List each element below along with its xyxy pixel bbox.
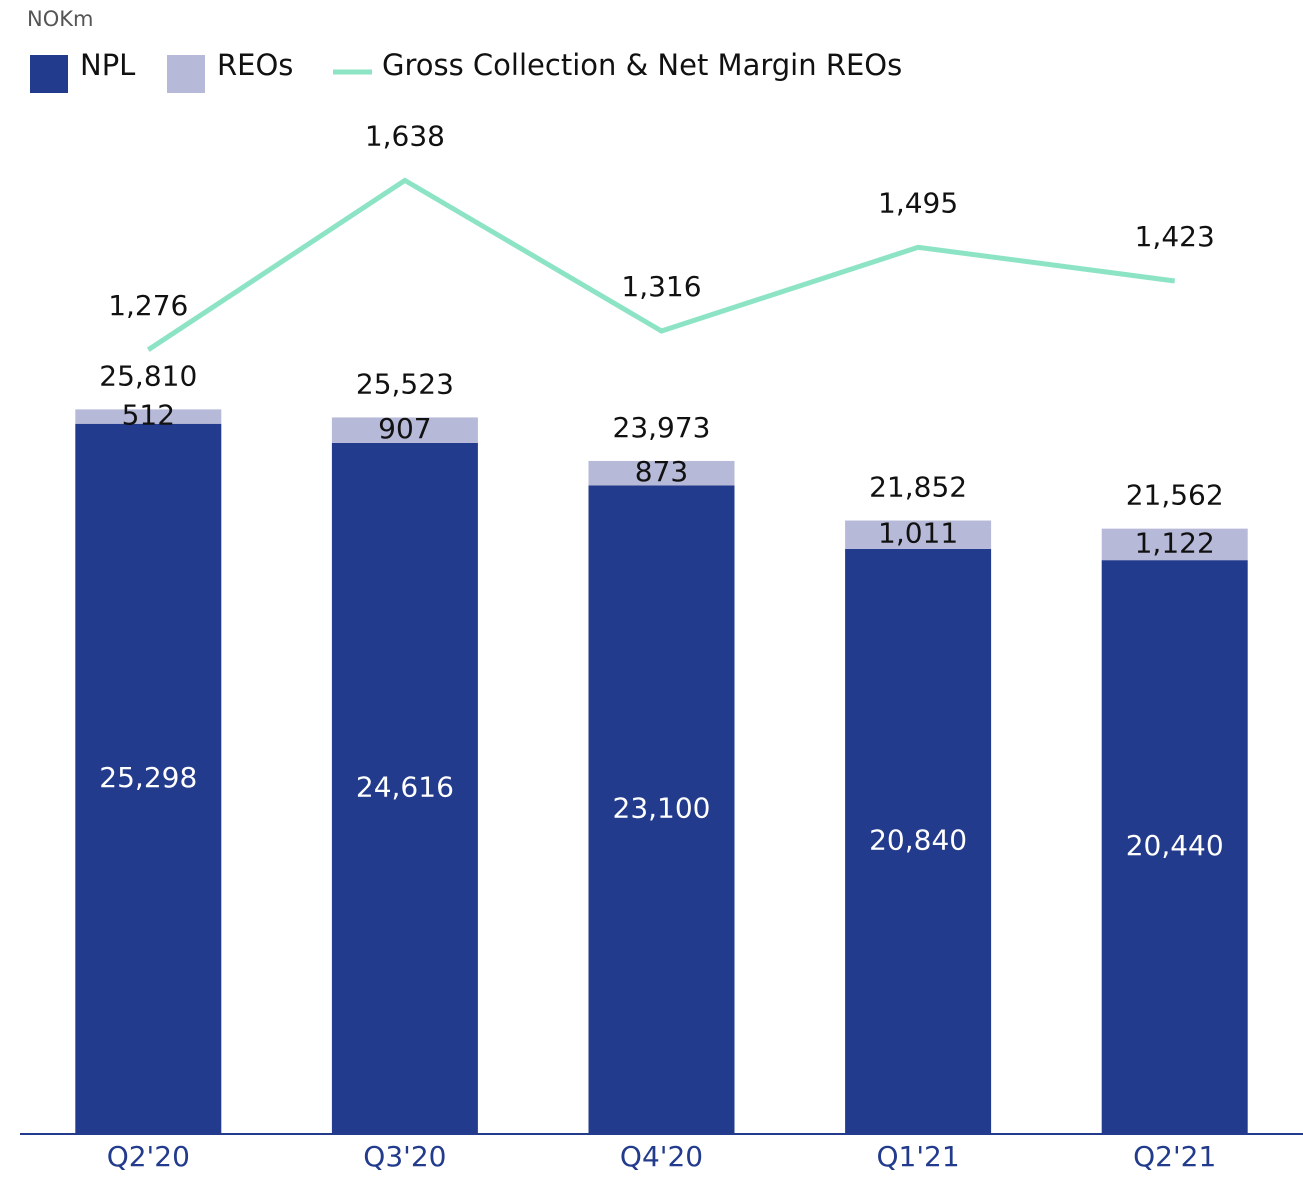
- x-tick-label: Q3'20: [363, 1140, 446, 1173]
- value-label: 512: [122, 399, 175, 432]
- total-label: 21,562: [1126, 479, 1224, 512]
- total-label: 23,973: [613, 411, 711, 444]
- value-label: 25,298: [99, 761, 197, 794]
- x-tick-label: Q2'21: [1133, 1140, 1216, 1173]
- value-label: 23,100: [613, 792, 711, 825]
- reo-bar: [331, 417, 478, 443]
- npl-bar: [331, 442, 478, 1135]
- npl-bar: [75, 423, 222, 1134]
- reo-bar: [1101, 528, 1248, 561]
- legend-label: NPL: [80, 48, 135, 82]
- total-label: 25,523: [356, 367, 454, 400]
- value-label: 873: [635, 455, 688, 488]
- unit-label: NOKm: [27, 7, 93, 31]
- npl-bar: [1101, 560, 1248, 1134]
- reo-bar: [588, 460, 735, 486]
- reo-bar: [75, 409, 222, 424]
- x-tick-label: Q2'20: [107, 1140, 190, 1173]
- value-label: 24,616: [356, 770, 454, 803]
- value-label: 20,840: [869, 823, 967, 856]
- value-label: 1,122: [1135, 526, 1215, 559]
- line-series: [146, 177, 1176, 352]
- npl-bar: [845, 548, 992, 1134]
- line-value-label: 1,638: [365, 119, 445, 152]
- value-label: 20,440: [1126, 829, 1224, 862]
- reo-bar: [845, 520, 992, 549]
- legend-swatch: [167, 55, 205, 93]
- legend-swatch: [30, 55, 68, 93]
- line-value-label: 1,423: [1135, 220, 1215, 253]
- line-value-label: 1,495: [878, 186, 958, 219]
- legend-label: REOs: [217, 48, 293, 82]
- value-label: 907: [378, 412, 431, 445]
- line-value-label: 1,276: [108, 289, 188, 322]
- x-tick-label: Q4'20: [620, 1140, 703, 1173]
- total-label: 21,852: [869, 471, 967, 504]
- total-label: 25,810: [99, 359, 197, 392]
- line-value-label: 1,316: [621, 270, 701, 303]
- x-tick-label: Q1'21: [877, 1140, 960, 1173]
- legend-label: Gross Collection & Net Margin REOs: [382, 48, 902, 82]
- npl-bar: [588, 485, 735, 1134]
- value-label: 1,011: [878, 517, 958, 550]
